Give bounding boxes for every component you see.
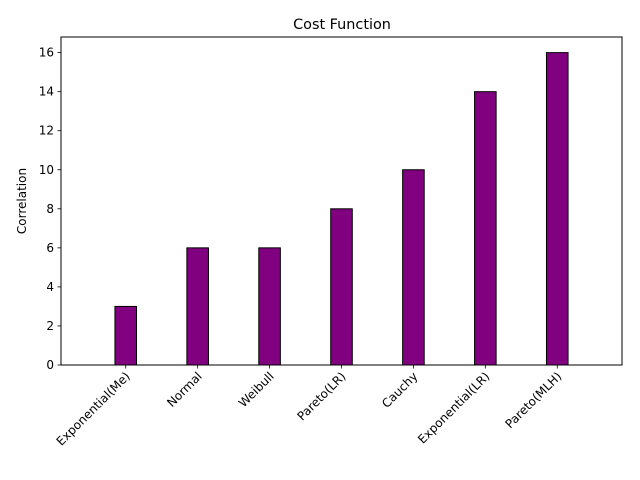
y-tick-label: 10: [39, 163, 54, 177]
plot-frame: [60, 36, 623, 366]
bar-exponential-lr: [474, 91, 497, 366]
y-tick-label: 4: [46, 280, 54, 294]
bars-group: [114, 52, 569, 366]
y-tick-label: 12: [39, 124, 54, 138]
x-axis-ticks: Exponential(Me) Normal Weibull Pareto(LR) Ca…: [54, 365, 564, 448]
bar-pareto-lr: [330, 208, 353, 366]
y-tick-label: 2: [46, 319, 54, 333]
x-tick-label: Normal: [164, 369, 205, 410]
x-tick-label: Exponential(LR): [415, 369, 492, 446]
y-tick-label: 0: [46, 358, 54, 372]
y-tick-label: 8: [46, 202, 54, 216]
y-tick-label: 16: [39, 46, 54, 60]
bar-exponential-me: [114, 305, 138, 366]
y-tick-label: 6: [46, 241, 54, 255]
x-tick-label: Exponential(Me): [54, 369, 133, 448]
x-tick-label: Pareto(MLH): [502, 369, 564, 431]
bar-pareto-mlh: [545, 52, 569, 366]
x-tick-label: Weibull: [236, 369, 277, 410]
bar-cauchy: [402, 169, 425, 366]
x-tick-label: Cauchy: [379, 369, 420, 410]
y-tick-label: 14: [39, 85, 54, 99]
chart-title: Cost Function: [293, 17, 391, 33]
y-axis-ticks: 0 2 4 6 8 10 12 14 16: [39, 46, 61, 372]
y-axis-label: Correlation: [15, 168, 29, 234]
bar-normal: [186, 247, 209, 366]
x-tick-label: Pareto(LR): [294, 369, 348, 423]
bar-weibull: [258, 247, 281, 366]
